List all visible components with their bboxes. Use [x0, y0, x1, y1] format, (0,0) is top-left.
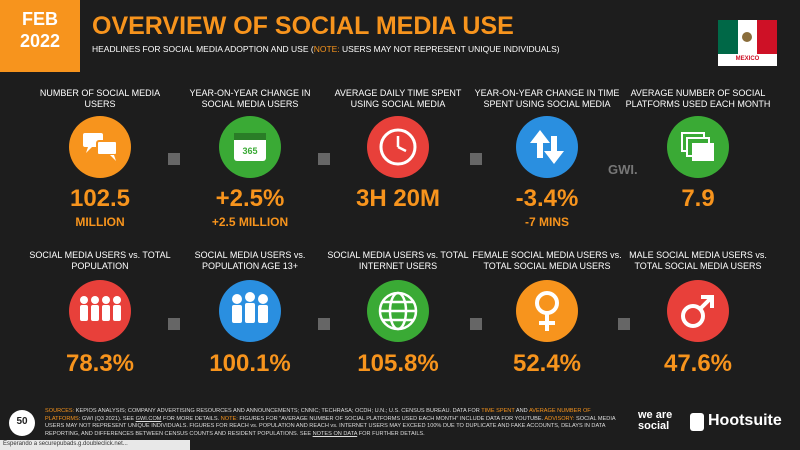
page-number: 50	[16, 416, 28, 427]
subtitle: HEADLINES FOR SOCIAL MEDIA ADOPTION AND …	[92, 44, 560, 54]
footnote-part: NOTE:	[220, 415, 238, 422]
tile-value: 102.5	[69, 185, 131, 212]
subtitle-part: USERS MAY NOT REPRESENT UNIQUE INDIVIDUA…	[339, 44, 560, 54]
footnote-part: ADVISORY:	[544, 415, 575, 422]
tile-label: FEMALE SOCIAL MEDIA USERS vs. TOTAL SOCI…	[472, 250, 622, 271]
logo-hootsuite: Hootsuite	[708, 412, 782, 429]
tile-sub: MILLION	[75, 215, 125, 229]
country: MEXICO	[735, 56, 760, 62]
tile-label: SOCIAL MEDIA USERS vs. TOTAL POPULATION	[29, 250, 171, 271]
tile-label: YEAR-ON-YEAR CHANGE IN SOCIAL MEDIA USER…	[189, 88, 311, 109]
tile-value: 52.4%	[512, 350, 582, 377]
tile-label: NUMBER OF SOCIAL MEDIA USERS	[39, 88, 161, 109]
tile-label: SOCIAL MEDIA USERS vs. POPULATION AGE 13…	[194, 250, 306, 271]
footnote-part: TIME SPENT	[481, 408, 515, 414]
tile-value: -3.4%	[515, 185, 579, 212]
month: FEB	[22, 9, 58, 29]
footnote-link[interactable]: GWI.COM	[135, 415, 162, 422]
footnote-link[interactable]: NOTES ON DATA	[312, 430, 358, 437]
footnote-part: AVERAGE NUMBER OF PLATFORMS	[45, 408, 591, 422]
status-bar: Esperando a securepubads.g.doubleclick.n…	[3, 441, 128, 447]
tile-label: AVERAGE DAILY TIME SPENT USING SOCIAL ME…	[334, 88, 462, 109]
date-box	[0, 0, 80, 72]
tile-value: 100.1%	[209, 350, 291, 377]
tile-sub: -7 MINS	[524, 215, 569, 229]
footnote-part: : GWI (Q3 2021). SEE	[78, 415, 136, 422]
tile-value: 78.3%	[65, 350, 135, 377]
tile-value: 7.9	[681, 185, 715, 212]
tile-label: MALE SOCIAL MEDIA USERS vs. TOTAL SOCIAL…	[629, 250, 767, 271]
tile-value: +2.5%	[215, 185, 285, 212]
footnote-part: FIGURES FOR "AVERAGE NUMBER OF SOCIAL PL…	[237, 415, 545, 422]
tile-value: 105.8%	[357, 350, 439, 377]
tile-label: YEAR-ON-YEAR CHANGE IN TIME SPENT USING …	[474, 88, 620, 109]
icons	[0, 116, 729, 450]
title: OVERVIEW OF SOCIAL MEDIA USE	[92, 12, 514, 40]
footnote: SOURCES: KEPIOS ANALYSIS; COMPANY ADVERT…	[45, 408, 625, 438]
logo-we-are-social: we are social	[638, 409, 673, 432]
tile-sub: +2.5 MILLION	[211, 215, 289, 229]
date: FEB 2022	[0, 8, 80, 52]
year: 2022	[19, 31, 61, 51]
footnote-part: AND	[514, 408, 529, 414]
footnote-part: KEPIOS ANALYSIS; COMPANY ADVERTISING RES…	[74, 408, 482, 414]
footnote-part: FOR FURTHER DETAILS.	[357, 430, 425, 437]
tile-value: 3H 20M	[355, 185, 441, 212]
subtitle-part: NOTE:	[313, 44, 340, 54]
source-logo: GWI.	[608, 162, 638, 177]
icon-text: 365	[242, 146, 258, 156]
tile-label: SOCIAL MEDIA USERS vs. TOTAL INTERNET US…	[327, 250, 469, 271]
footnote-part: SOCIAL MEDIA USERS MAY NOT REPRESENT UNI…	[45, 415, 616, 437]
footnote-part: FOR MORE DETAILS.	[161, 415, 221, 422]
footnote-part: SOURCES:	[45, 408, 75, 414]
subtitle-part: HEADLINES FOR SOCIAL MEDIA ADOPTION AND …	[92, 44, 314, 54]
tile-label: AVERAGE NUMBER OF SOCIAL PLATFORMS USED …	[625, 88, 771, 109]
tile-value: 47.6%	[663, 350, 733, 377]
